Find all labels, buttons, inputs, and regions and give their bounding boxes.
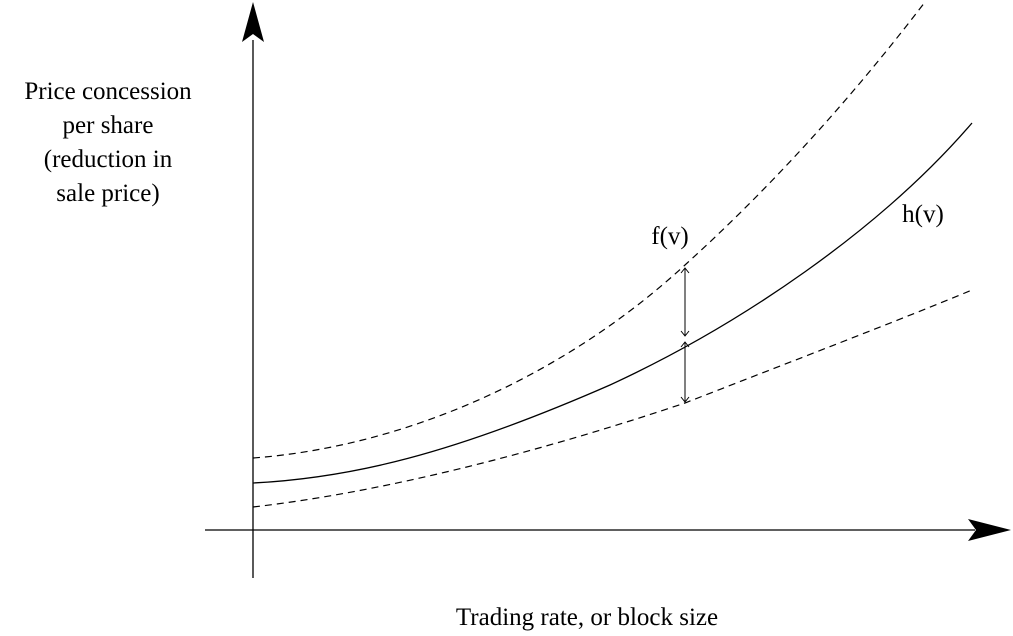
x-axis-label: Trading rate, or block size [456,604,718,631]
x-axis-arrowhead [968,519,1011,541]
y-axis-label-line-2: per share [63,112,154,139]
curve-label-f: f(v) [651,223,688,250]
middle-curve-h [252,122,973,484]
lower-bound-curve [252,289,973,508]
y-axis-label-line-4: sale price) [56,180,159,207]
y-axis-label-line-1: Price concession [24,78,192,105]
curve-label-h: h(v) [902,201,944,228]
y-axis-label-line-3: (reduction in [44,146,173,173]
upper-bound-curve [252,1,926,459]
y-axis-arrowhead [242,2,264,42]
